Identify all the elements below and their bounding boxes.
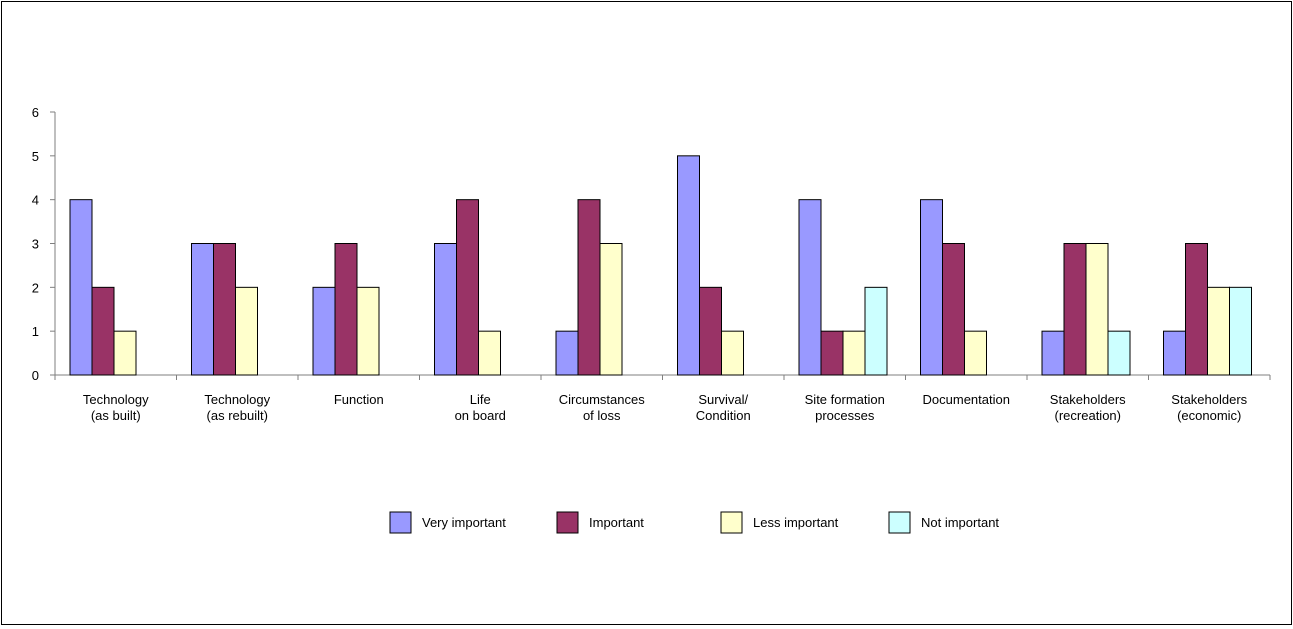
bar-important bbox=[456, 199, 479, 376]
bar-not-important bbox=[1107, 330, 1131, 376]
x-category-label-line: Stakeholders bbox=[1171, 392, 1247, 407]
x-category-label: Stakeholders (economic) bbox=[1171, 392, 1247, 423]
bar-less-important bbox=[356, 286, 380, 376]
x-category-label: Technology (as built) bbox=[83, 392, 149, 423]
bar-important bbox=[91, 286, 115, 376]
x-category-label: Survival/Condition bbox=[696, 392, 751, 423]
bar-very-important bbox=[434, 243, 457, 376]
bar-important bbox=[699, 286, 722, 376]
x-category-label-line: Condition bbox=[696, 408, 751, 423]
legend-label: Not important bbox=[921, 515, 999, 530]
y-tick-label: 4 bbox=[32, 193, 39, 208]
x-category-label-line: Site formation bbox=[805, 392, 885, 407]
bar-very-important bbox=[191, 243, 214, 376]
x-category-label-line: processes bbox=[815, 408, 875, 423]
bar-not-important bbox=[864, 286, 888, 376]
x-category-label-line: (as rebuilt) bbox=[207, 408, 268, 423]
bar-very-important bbox=[677, 155, 700, 376]
bar-less-important bbox=[235, 286, 258, 376]
legend-label: Very important bbox=[422, 515, 506, 530]
x-category-label: Stakeholders (recreation) bbox=[1050, 392, 1126, 423]
bar-less-important bbox=[1207, 286, 1230, 376]
x-category-label-line: Function bbox=[334, 392, 384, 407]
legend-swatch bbox=[888, 511, 911, 534]
x-category-label-line: Technology bbox=[204, 392, 270, 407]
x-category-label: Circumstances of loss bbox=[559, 392, 645, 423]
bar-important bbox=[1185, 243, 1208, 376]
legend-label: Important bbox=[589, 515, 644, 530]
x-category-label: Site formation processes bbox=[805, 392, 885, 423]
legend-swatch bbox=[556, 511, 579, 534]
x-category-label-line: Survival/ bbox=[698, 392, 748, 407]
bar-less-important bbox=[113, 330, 137, 376]
y-tick-label: 1 bbox=[32, 324, 39, 339]
x-category-label-line: (as built) bbox=[91, 408, 141, 423]
bar-very-important bbox=[555, 330, 579, 376]
x-category-label-line: Stakeholders bbox=[1050, 392, 1126, 407]
bar-less-important bbox=[842, 330, 866, 376]
x-category-label-line: Circumstances bbox=[559, 392, 645, 407]
x-category-label-line: on board bbox=[455, 408, 506, 423]
bar-very-important bbox=[920, 199, 943, 376]
bar-very-important bbox=[69, 199, 93, 376]
bar-less-important bbox=[478, 330, 501, 376]
bar-not-important bbox=[1229, 286, 1252, 376]
y-tick-label: 3 bbox=[32, 237, 39, 252]
x-category-label-line: (recreation) bbox=[1055, 408, 1121, 423]
legend-swatch bbox=[389, 511, 412, 534]
bar-very-important bbox=[312, 286, 336, 376]
legend-swatch bbox=[720, 511, 743, 534]
x-category-label-line: (economic) bbox=[1177, 408, 1241, 423]
bar-very-important bbox=[1163, 330, 1186, 376]
bar-very-important bbox=[798, 199, 822, 376]
x-category-label-line: Life bbox=[470, 392, 491, 407]
x-category-label: Function bbox=[334, 392, 384, 407]
y-tick-label: 2 bbox=[32, 280, 39, 295]
bar-important bbox=[1063, 243, 1087, 376]
bar-important bbox=[334, 243, 358, 376]
y-tick-label: 5 bbox=[32, 149, 39, 164]
bar-important bbox=[213, 243, 236, 376]
bar-very-important bbox=[1041, 330, 1065, 376]
x-category-label: Documentation bbox=[923, 392, 1010, 407]
y-tick-label: 6 bbox=[32, 105, 39, 120]
y-tick-label: 0 bbox=[32, 368, 39, 383]
bar-less-important bbox=[721, 330, 744, 376]
x-category-label: Life on board bbox=[455, 392, 506, 423]
chart-bars bbox=[69, 155, 1252, 376]
x-category-label-line: Technology bbox=[83, 392, 149, 407]
bar-less-important bbox=[599, 243, 623, 376]
x-category-label-line: Documentation bbox=[923, 392, 1010, 407]
legend: Very important Important Less important Not… bbox=[389, 511, 999, 534]
bar-less-important bbox=[1085, 243, 1109, 376]
bar-important bbox=[577, 199, 601, 376]
bar-important bbox=[942, 243, 965, 376]
legend-label: Less important bbox=[753, 515, 839, 530]
x-category-label: Technology (as rebuilt) bbox=[204, 392, 270, 423]
bar-important bbox=[820, 330, 844, 376]
category-labels: Technology (as built)Technology (as rebuil… bbox=[83, 392, 1248, 423]
x-category-label-line: of loss bbox=[583, 408, 621, 423]
bar-less-important bbox=[964, 330, 987, 376]
